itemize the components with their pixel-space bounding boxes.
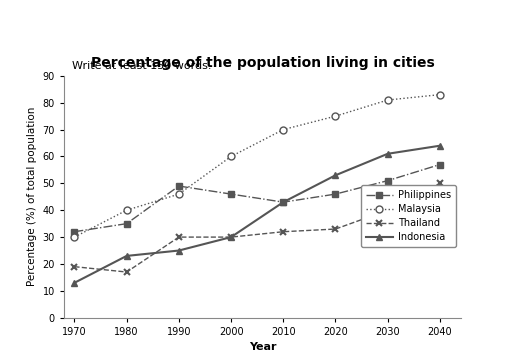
Text: Write at least 150 words.: Write at least 150 words. [72, 61, 211, 71]
Indonesia [385, 152, 391, 156]
Philippines [71, 230, 77, 234]
Philippines [280, 200, 286, 204]
X-axis label: Year: Year [249, 342, 276, 352]
Malaysia [332, 114, 338, 118]
Indonesia [176, 248, 182, 253]
Malaysia [437, 92, 443, 97]
Malaysia [71, 235, 77, 239]
Thailand [228, 235, 234, 239]
Indonesia [71, 281, 77, 285]
Malaysia [280, 127, 286, 132]
Indonesia [437, 144, 443, 148]
Thailand [332, 227, 338, 231]
Philippines [385, 178, 391, 183]
Line: Malaysia: Malaysia [71, 91, 443, 241]
Thailand [437, 181, 443, 186]
Malaysia [123, 208, 130, 212]
Thailand [385, 208, 391, 212]
Title: Percentage of the population living in cities: Percentage of the population living in c… [91, 56, 434, 70]
Philippines [228, 192, 234, 196]
Line: Philippines: Philippines [72, 162, 443, 235]
Malaysia [228, 154, 234, 159]
Thailand [280, 230, 286, 234]
Indonesia [280, 200, 286, 204]
Thailand [123, 270, 130, 274]
Indonesia [228, 235, 234, 239]
Philippines [123, 221, 130, 226]
Thailand [71, 265, 77, 269]
Malaysia [385, 98, 391, 102]
Philippines [437, 162, 443, 167]
Line: Thailand: Thailand [71, 180, 443, 276]
Philippines [176, 184, 182, 188]
Malaysia [176, 192, 182, 196]
Indonesia [123, 254, 130, 258]
Y-axis label: Percentage (%) of total population: Percentage (%) of total population [27, 107, 37, 286]
Line: Indonesia: Indonesia [71, 142, 443, 286]
Thailand [176, 235, 182, 239]
Philippines [332, 192, 338, 196]
Indonesia [332, 173, 338, 177]
Legend: Philippines, Malaysia, Thailand, Indonesia: Philippines, Malaysia, Thailand, Indones… [361, 185, 456, 247]
